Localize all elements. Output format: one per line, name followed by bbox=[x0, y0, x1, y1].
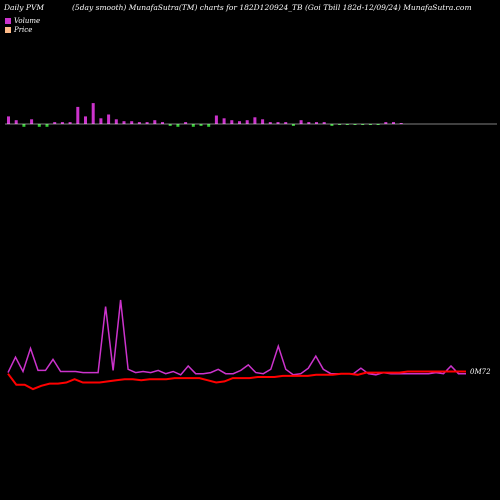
volume-bar bbox=[60, 122, 64, 124]
volume-bar bbox=[268, 122, 272, 124]
legend-volume-label: Volume bbox=[14, 17, 41, 25]
volume-bar bbox=[291, 124, 295, 126]
volume-bar bbox=[245, 120, 249, 124]
volume-bar bbox=[368, 124, 372, 125]
volume-bar bbox=[353, 124, 357, 125]
volume-bar bbox=[76, 106, 80, 124]
volume-bar bbox=[107, 114, 111, 124]
volume-bar bbox=[161, 122, 164, 124]
volume-bar bbox=[330, 124, 334, 126]
volume-bar bbox=[392, 122, 395, 124]
volume-bar bbox=[276, 122, 280, 124]
volume-bar bbox=[230, 120, 234, 124]
volume-bar bbox=[207, 124, 211, 127]
volume-bar bbox=[261, 119, 265, 125]
volume-bar bbox=[130, 121, 134, 124]
volume-bar bbox=[68, 122, 72, 124]
volume-bar bbox=[30, 119, 34, 125]
volume-bar bbox=[122, 121, 126, 124]
volume-bar bbox=[84, 116, 87, 124]
volume-bar bbox=[22, 124, 26, 127]
legend-price-label: Price bbox=[14, 26, 33, 34]
volume-bars bbox=[7, 103, 403, 127]
volume-bar bbox=[137, 122, 141, 124]
volume-bar bbox=[253, 117, 257, 124]
volume-bar bbox=[238, 121, 241, 124]
pvm-line bbox=[7, 299, 466, 376]
volume-bar bbox=[91, 103, 95, 124]
volume-bar bbox=[53, 122, 57, 124]
header-left: Daily PVM bbox=[4, 3, 45, 12]
volume-bar bbox=[338, 124, 342, 125]
volume-bar bbox=[299, 120, 303, 124]
volume-bar bbox=[214, 115, 218, 124]
volume-bar bbox=[168, 124, 172, 126]
volume-bar bbox=[184, 122, 188, 124]
volume-bar bbox=[99, 118, 103, 124]
volume-bar bbox=[153, 120, 157, 124]
legend-volume: Volume bbox=[5, 17, 40, 25]
volume-bar bbox=[114, 119, 118, 125]
volume-bar bbox=[384, 122, 388, 124]
volume-bar bbox=[376, 124, 380, 125]
header-right: (Goi Tbill 182d-12/09/24) MunafaSutra.co… bbox=[305, 3, 472, 12]
volume-bar bbox=[307, 122, 311, 124]
volume-bar bbox=[284, 122, 288, 124]
end-label: 0M72 bbox=[470, 368, 491, 376]
volume-bar bbox=[145, 122, 149, 124]
volume-bar bbox=[345, 124, 349, 125]
legend-volume-swatch bbox=[5, 18, 11, 24]
volume-bar bbox=[315, 122, 318, 124]
legend-price: Price bbox=[5, 26, 32, 34]
legend-price-swatch bbox=[5, 27, 11, 33]
volume-bar bbox=[7, 116, 10, 124]
header-middle: (5day smooth) MunafaSutra(TM) charts for… bbox=[72, 3, 303, 12]
volume-bar bbox=[399, 123, 403, 124]
volume-bar bbox=[222, 118, 226, 124]
volume-bar bbox=[191, 124, 195, 127]
volume-bar bbox=[361, 124, 365, 125]
volume-bar bbox=[176, 124, 180, 127]
volume-bar bbox=[322, 122, 326, 124]
volume-bar bbox=[14, 120, 18, 124]
volume-bar bbox=[199, 124, 203, 126]
price-line bbox=[7, 370, 466, 391]
volume-bar bbox=[45, 124, 49, 127]
volume-bar bbox=[37, 124, 41, 127]
